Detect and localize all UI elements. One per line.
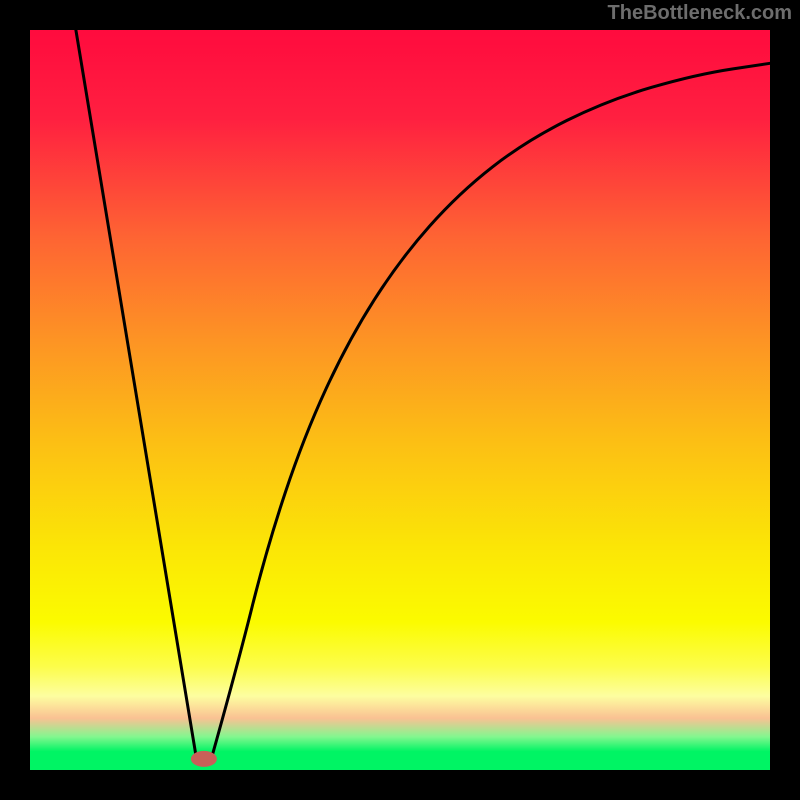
figure-root: TheBottleneck.com	[0, 0, 800, 800]
optimal-point-marker	[191, 751, 217, 767]
gradient-plot-area	[30, 30, 770, 770]
bottleneck-chart	[0, 0, 800, 800]
attribution-watermark: TheBottleneck.com	[608, 2, 792, 25]
